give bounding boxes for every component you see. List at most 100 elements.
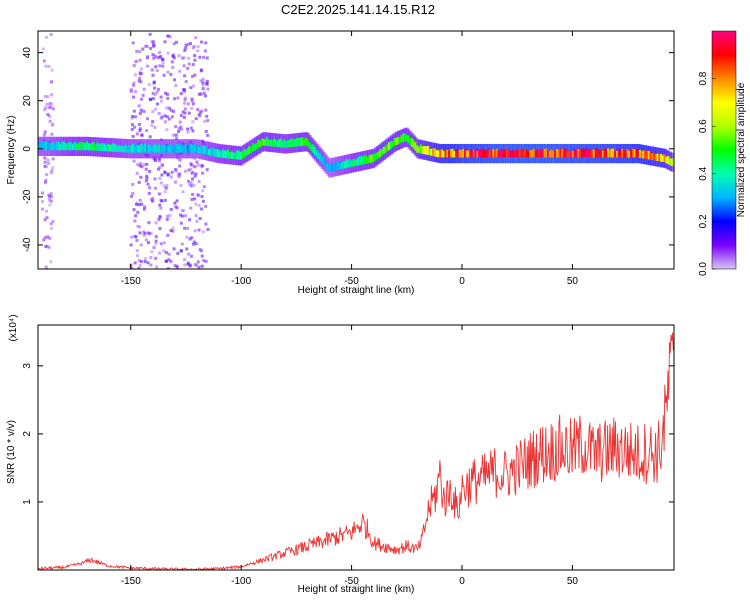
spectrogram-noise-cell [130,123,134,127]
spectrogram-noise-cell [196,163,200,167]
spectrogram-ridge-cell [465,150,469,158]
spectrogram-ridge-cell [591,150,595,158]
spectrogram-ridge-cell [174,145,178,153]
spectrogram-noise-cell [137,104,141,108]
spectrogram-noise-cell [41,47,45,51]
spectrogram-ridge-cell [403,133,408,142]
spectrogram-ridge-cell [395,138,399,146]
spectrogram-ridge-cell [184,143,189,153]
spectrogram-noise-cell [151,110,155,114]
spectrogram-noise-cell [202,259,206,263]
spectrogram-ridge-cell [190,143,194,153]
spectrogram-noise-cell [204,204,208,208]
spectrogram-ridge-cell [555,148,560,158]
spectrogram-ridge-cell [296,137,300,147]
spectrogram-noise-cell [44,245,48,249]
spectrogram-ridge-cell [193,143,197,153]
spectrogram-noise-cell [161,64,165,68]
colorbar-tick-label: 0.6 [698,119,709,133]
spectrogram-noise-cell [206,87,210,91]
spectrogram-noise-cell [168,35,172,39]
spectrogram-noise-cell [187,56,191,60]
spectrogram-ridge-cell [603,148,607,158]
spectrogram-noise-cell [154,186,158,190]
spectrogram-noise-cell [190,254,194,258]
spectrogram-ridge-cell [527,150,531,158]
colorbar-tick-label: 0.8 [698,71,709,85]
spectrogram-noise-cell [168,214,172,218]
spectrogram-ridge-cell [621,148,625,158]
spectrogram-noise-cell [154,235,158,239]
spectrogram-noise-cell [174,84,178,88]
spectrogram-noise-cell [151,91,155,95]
spectrogram-noise-cell [130,235,134,239]
spectrogram-noise-cell [186,130,190,134]
spectrogram-noise-cell [200,254,204,258]
spectrogram-ridge-cell [467,150,471,158]
spectrogram-ridge-cell [216,149,220,158]
spectrogram-noise-cell [165,184,169,188]
spectrogram-ridge-cell [282,141,286,148]
spectrogram-noise-cell [132,83,136,87]
spectrogram-noise-cell [45,209,49,213]
spectrogram-noise-cell [186,102,190,106]
spectrogram-noise-cell [190,236,194,240]
spectrogram-ridge-cell [593,149,597,158]
spectrogram-noise-cell [174,205,178,209]
spectrogram-noise-cell [198,217,202,221]
spectrogram-noise-cell [43,95,47,99]
spectrogram-noise-cell [156,56,160,60]
spectrogram-noise-cell [171,53,175,57]
spectrogram-noise-cell [136,163,140,167]
spectrogram-ridge-cell [381,148,385,156]
spectrogram-ridge-cell [361,156,365,165]
spectrogram-noise-cell [139,243,143,247]
spectrogram-noise-cell [165,115,169,119]
spectrogram-noise-cell [188,264,192,268]
spectrogram-ridge-cell [615,150,620,158]
spectrogram-ridge-cell [488,149,492,158]
spectrogram-noise-cell [158,203,162,207]
spectrogram-ridge-cell [183,145,187,153]
spectrogram-noise-cell [146,55,150,59]
spectrogram-ridge-cell [382,146,386,155]
spectrogram-ridge-cell [402,133,406,142]
spectrogram-ridge-cell [68,142,72,151]
spectrogram-ridge-cell [137,145,141,153]
spectrogram-noise-cell [131,192,135,196]
spectrogram-noise-cell [205,81,209,85]
spectrogram-ridge-cell [474,149,478,158]
spectrogram-noise-cell [46,113,50,117]
spectrogram-noise-cell [172,133,176,137]
spectrogram-ridge-cell [547,150,551,158]
spectrogram-ridge-cell [319,153,323,162]
spectrogram-ridge-cell [575,148,579,158]
spectrogram-ridge-cell [52,142,56,151]
spectrogram-ridge-cell [532,148,537,158]
spectrogram-noise-cell [179,125,183,129]
spectrogram-ridge-cell [594,148,598,158]
spectrogram-noise-cell [152,56,156,60]
spectrogram-noise-cell [196,193,200,197]
spectrogram-ridge-cell [47,141,51,151]
snr-y-axis-label: SNR (10 * v/v) [6,420,17,484]
spectrogram-noise-cell [47,161,51,165]
colorbar-ticks: 0.0 0.2 0.4 0.6 0.8 [698,71,716,276]
spectrogram-noise-cell [151,196,155,200]
spectrogram-ridge-cell [407,135,411,144]
spectrogram-noise-cell [134,214,138,218]
spectrogram-ridge-cell [283,139,288,148]
spectrogram-ridge-cell [373,153,378,161]
spectrogram-noise-cell [184,43,188,47]
spectrogram-ridge-cell [85,141,90,151]
snr-line-layer [38,332,674,570]
colorbar-label: Normalized spectral amplitude [736,82,747,217]
spectrogram-ridge-cell [596,149,600,158]
spectrogram-ridge-cell [222,149,226,158]
spectrogram-ridge-cell [441,149,445,158]
spectrogram-ridge-cell [598,150,602,158]
spectrogram-ridge-cell [299,137,303,147]
spectrogram-ridge-cell [329,162,333,172]
spectrogram-noise-cell [179,249,183,253]
spectrogram-noise-cell [200,164,204,168]
